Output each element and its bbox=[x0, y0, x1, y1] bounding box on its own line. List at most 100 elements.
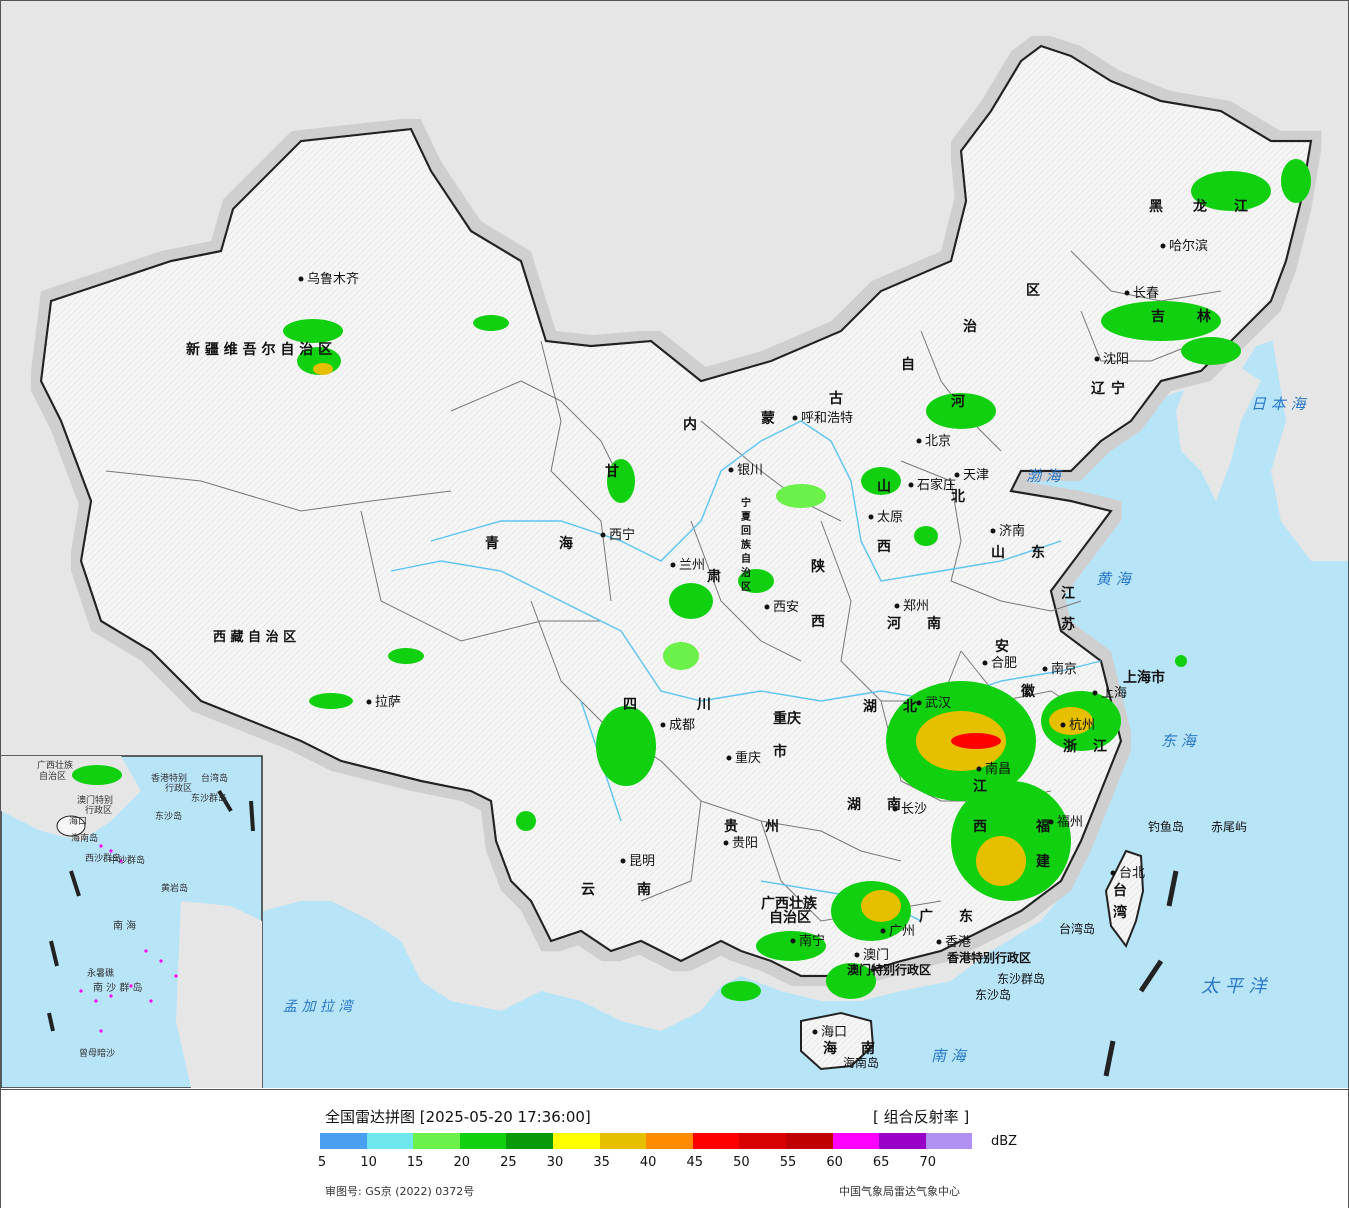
legend-panel: 全国雷达拼图 [2025-05-20 17:36:00] [ 组合反射率 ] 5… bbox=[1, 1089, 1348, 1208]
color-scale-tick: 20 bbox=[453, 1155, 471, 1170]
region-label: 治 bbox=[741, 566, 751, 579]
city-label: 银川 bbox=[737, 463, 763, 478]
region-label: 海 bbox=[823, 1040, 837, 1057]
color-segment bbox=[366, 1133, 414, 1149]
city-label: 呼和浩特 bbox=[801, 411, 853, 426]
island-label: 赤尾屿 bbox=[1211, 820, 1247, 834]
region-label: 林 bbox=[1197, 308, 1211, 325]
color-scale-tick: 55 bbox=[779, 1155, 797, 1170]
region-label: 辽 bbox=[1091, 381, 1106, 397]
city-marker bbox=[908, 482, 914, 488]
region-label: 治 bbox=[963, 318, 977, 335]
region-label: 北 bbox=[951, 489, 965, 505]
city-label: 沈阳 bbox=[1103, 352, 1129, 367]
color-segment bbox=[785, 1133, 833, 1149]
city-marker bbox=[1060, 722, 1066, 728]
city-label: 西宁 bbox=[609, 527, 635, 543]
inset-label: 南 海 bbox=[113, 919, 136, 932]
inset-label: 海口 bbox=[69, 815, 87, 827]
island-label: 东沙群岛 bbox=[997, 971, 1045, 986]
color-scale-tick: 35 bbox=[593, 1155, 610, 1170]
color-scale-tick: 60 bbox=[826, 1155, 843, 1170]
region-label: 肃 bbox=[707, 568, 721, 585]
region-label: 徽 bbox=[1020, 683, 1036, 700]
city-marker bbox=[790, 938, 796, 944]
region-label: 湖 bbox=[863, 699, 877, 715]
city-label: 海口 bbox=[821, 1025, 847, 1040]
inset-label: 东沙岛 bbox=[155, 810, 182, 822]
region-label: 安 bbox=[995, 638, 1009, 655]
city-label: 济南 bbox=[999, 523, 1025, 539]
city-label: 福州 bbox=[1057, 815, 1083, 830]
island-label: 台湾岛 bbox=[1059, 921, 1095, 936]
region-label: 甘 bbox=[605, 463, 619, 480]
sea-label: 东 海 bbox=[1161, 732, 1198, 750]
city-label: 郑州 bbox=[903, 599, 929, 614]
color-scale-tick: 25 bbox=[500, 1155, 517, 1170]
color-segment bbox=[552, 1133, 600, 1149]
region-label: 云 bbox=[581, 882, 595, 898]
sea-label: 孟 加 拉 湾 bbox=[283, 999, 354, 1015]
city-label: 西安 bbox=[773, 600, 799, 615]
color-segment bbox=[320, 1133, 367, 1149]
city-label: 广州 bbox=[889, 924, 915, 939]
city-label: 台北 bbox=[1119, 866, 1145, 881]
city-label: 上海 bbox=[1101, 686, 1127, 701]
region-label: 西 bbox=[811, 614, 825, 630]
city-marker bbox=[298, 276, 304, 282]
city-marker bbox=[812, 1029, 818, 1035]
city-marker bbox=[723, 840, 729, 846]
region-label: 河 bbox=[951, 393, 965, 410]
city-marker bbox=[366, 699, 372, 705]
region-label: 台 bbox=[1113, 882, 1127, 899]
city-marker bbox=[600, 532, 606, 538]
city-marker bbox=[660, 722, 666, 728]
city-marker bbox=[792, 415, 798, 421]
region-label: 浙 bbox=[1063, 738, 1077, 755]
region-label: 市 bbox=[773, 743, 787, 760]
region-label: 古 bbox=[829, 390, 843, 407]
city-label: 成都 bbox=[669, 718, 695, 733]
region-label: 山 bbox=[991, 545, 1005, 561]
island-label: 海南岛 bbox=[843, 1055, 879, 1070]
agency-name: 中国气象局雷达气象中心 bbox=[839, 1185, 960, 1198]
city-marker bbox=[894, 603, 900, 609]
region-label: 苏 bbox=[1061, 616, 1075, 633]
inset-label: 西沙群岛 bbox=[85, 852, 121, 864]
region-label: 贵 bbox=[724, 818, 738, 835]
color-segment bbox=[599, 1133, 647, 1149]
inset-label: 东沙群岛 bbox=[191, 792, 227, 804]
city-label: 南宁 bbox=[799, 933, 825, 949]
region-label: 吉 bbox=[1151, 308, 1165, 325]
region-label: 南 bbox=[861, 1040, 875, 1057]
color-segment bbox=[692, 1133, 740, 1149]
city-label: 南昌 bbox=[985, 761, 1011, 777]
inset-label: 香港特别 bbox=[151, 772, 187, 784]
city-marker bbox=[892, 806, 898, 812]
sea-label: 渤 海 bbox=[1026, 467, 1063, 485]
region-label: 南 bbox=[927, 615, 941, 632]
city-marker bbox=[916, 438, 922, 444]
city-label: 乌鲁木齐 bbox=[307, 271, 359, 287]
region-label: 区 bbox=[741, 581, 751, 593]
city-marker bbox=[982, 660, 988, 666]
color-segment bbox=[739, 1133, 786, 1149]
region-label: 陕 bbox=[811, 558, 825, 575]
color-segment bbox=[506, 1133, 553, 1149]
map-labels: 新 疆 维 吾 尔 自 治 区西 藏 自 治 区青 海甘肃内 蒙古自治区黑龙江吉 林辽… bbox=[37, 198, 1308, 1070]
region-label: 内 bbox=[683, 416, 697, 433]
color-scale-tick: 45 bbox=[686, 1155, 704, 1170]
city-label: 昆明 bbox=[629, 854, 655, 869]
inset-label: 行政区 bbox=[165, 782, 192, 794]
color-segment bbox=[925, 1133, 973, 1149]
inset-label: 澳门特别 bbox=[77, 794, 113, 806]
city-marker bbox=[936, 939, 942, 945]
region-label: 南 bbox=[887, 796, 901, 813]
city-label: 长春 bbox=[1133, 286, 1159, 301]
inset-label: 台湾岛 bbox=[201, 772, 228, 784]
city-marker bbox=[954, 472, 960, 478]
inset-label: 自治区 bbox=[39, 770, 66, 782]
region-label: 区 bbox=[1026, 283, 1040, 299]
city-marker bbox=[670, 562, 676, 568]
product-name: [ 组合反射率 ] bbox=[873, 1108, 970, 1126]
